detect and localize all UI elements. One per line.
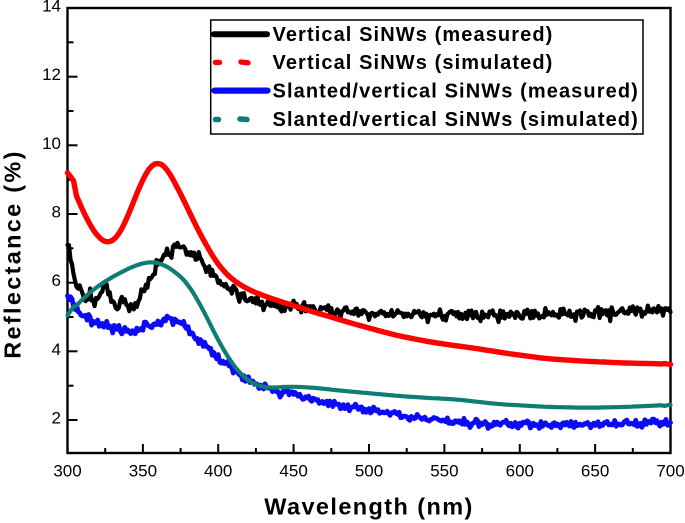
- svg-text:2: 2: [52, 409, 61, 428]
- svg-text:14: 14: [42, 0, 61, 16]
- svg-text:8: 8: [52, 203, 61, 222]
- svg-text:6: 6: [52, 271, 61, 290]
- svg-text:Vertical SiNWs (measured): Vertical SiNWs (measured): [273, 24, 554, 46]
- svg-text:400: 400: [204, 462, 232, 481]
- svg-text:700: 700: [656, 462, 684, 481]
- svg-text:12: 12: [42, 65, 61, 84]
- svg-text:Reflectance (%): Reflectance (%): [0, 149, 26, 359]
- svg-text:550: 550: [430, 462, 458, 481]
- svg-text:300: 300: [53, 462, 81, 481]
- svg-text:10: 10: [42, 134, 61, 153]
- svg-text:350: 350: [129, 462, 157, 481]
- svg-text:Slanted/vertical SiNWs (measur: Slanted/vertical SiNWs (measured): [273, 81, 639, 103]
- svg-text:Wavelength (nm): Wavelength (nm): [264, 494, 473, 520]
- svg-text:450: 450: [279, 462, 307, 481]
- svg-text:Slanted/vertical SiNWs (simula: Slanted/vertical SiNWs (simulated): [273, 109, 639, 131]
- svg-text:500: 500: [355, 462, 383, 481]
- svg-text:600: 600: [506, 462, 534, 481]
- svg-text:650: 650: [581, 462, 609, 481]
- svg-text:Vertical SiNWs (simulated): Vertical SiNWs (simulated): [273, 52, 554, 74]
- svg-text:4: 4: [52, 340, 61, 359]
